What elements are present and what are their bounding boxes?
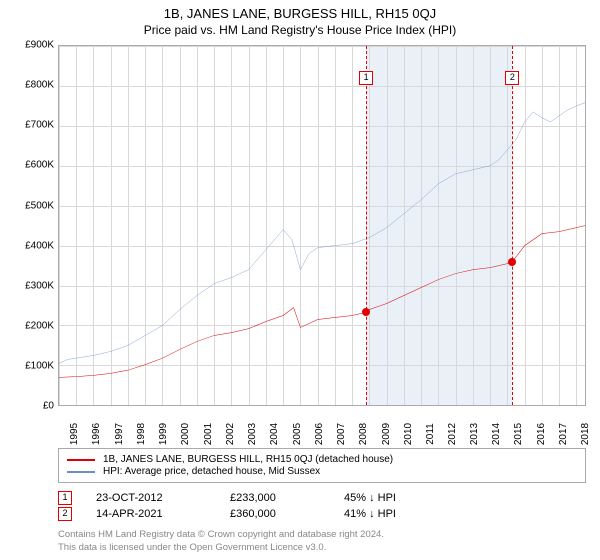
event-date: 23-OCT-2012	[96, 492, 206, 504]
x-tick-label: 2011	[425, 424, 436, 446]
x-tick-label: 2002	[225, 423, 236, 445]
x-tick-label: 2016	[536, 423, 547, 445]
x-tick-label: 2014	[491, 423, 502, 445]
x-tick-label: 2013	[469, 423, 480, 445]
attribution: Contains HM Land Registry data © Crown c…	[58, 529, 586, 554]
page-title: 1B, JANES LANE, BURGESS HILL, RH15 0QJ	[14, 6, 586, 21]
event-marker: 1	[359, 71, 373, 85]
x-tick-label: 1998	[136, 423, 147, 445]
legend-label: HPI: Average price, detached house, Mid …	[103, 466, 320, 477]
series-hpi	[59, 103, 585, 364]
event-marker-icon: 2	[58, 507, 72, 521]
event-line	[366, 46, 367, 405]
y-tick-label: £500K	[25, 200, 54, 211]
x-tick-label: 2017	[558, 423, 569, 445]
x-tick-label: 2010	[403, 423, 414, 445]
x-tick-label: 2006	[314, 423, 325, 445]
y-axis-labels: £0£100K£200K£300K£400K£500K£600K£700K£80…	[14, 45, 58, 406]
event-row: 1 23-OCT-2012 £233,000 45% ↓ HPI	[58, 491, 586, 505]
chart: £0£100K£200K£300K£400K£500K£600K£700K£80…	[14, 45, 586, 406]
x-tick-label: 1997	[114, 423, 125, 445]
event-diff: 41% ↓ HPI	[344, 508, 396, 520]
event-date: 14-APR-2021	[96, 508, 206, 520]
y-tick-label: £200K	[25, 321, 54, 332]
legend-label: 1B, JANES LANE, BURGESS HILL, RH15 0QJ (…	[103, 454, 393, 465]
event-row: 2 14-APR-2021 £360,000 41% ↓ HPI	[58, 507, 586, 521]
x-tick-label: 2008	[358, 423, 369, 445]
x-tick-label: 1996	[91, 423, 102, 445]
y-tick-label: £400K	[25, 240, 54, 251]
legend-row: 1B, JANES LANE, BURGESS HILL, RH15 0QJ (…	[67, 454, 577, 465]
x-tick-label: 2001	[203, 423, 214, 445]
x-tick-label: 2015	[513, 423, 524, 445]
x-axis-labels: 1995 1996 1997 1998 1999 2000 2001 2002 2003 2004…	[58, 406, 586, 444]
y-tick-label: £600K	[25, 160, 54, 171]
legend-swatch	[67, 471, 95, 473]
plot-area: 12	[58, 45, 586, 406]
event-price: £233,000	[230, 492, 320, 504]
x-tick-label: 1995	[69, 423, 80, 445]
legend-row: HPI: Average price, detached house, Mid …	[67, 466, 577, 477]
x-tick-label: 1999	[158, 423, 169, 445]
event-price: £360,000	[230, 508, 320, 520]
y-tick-label: £900K	[25, 40, 54, 51]
x-tick-label: 2005	[292, 423, 303, 445]
x-tick-label: 2000	[180, 423, 191, 445]
event-dot	[508, 258, 516, 266]
attribution-line: This data is licensed under the Open Gov…	[58, 542, 586, 554]
y-tick-label: £300K	[25, 280, 54, 291]
event-marker-icon: 1	[58, 491, 72, 505]
x-tick-label: 2003	[247, 423, 258, 445]
y-tick-label: £0	[43, 401, 54, 412]
x-tick-label: 2009	[381, 423, 392, 445]
events-table: 1 23-OCT-2012 £233,000 45% ↓ HPI 2 14-APR-202…	[58, 489, 586, 523]
legend-swatch	[67, 459, 95, 461]
attribution-line: Contains HM Land Registry data © Crown c…	[58, 529, 586, 541]
event-line	[512, 46, 513, 405]
y-tick-label: £700K	[25, 120, 54, 131]
event-dot	[362, 308, 370, 316]
page-subtitle: Price paid vs. HM Land Registry's House …	[14, 23, 586, 37]
y-tick-label: £800K	[25, 80, 54, 91]
x-tick-label: 2018	[580, 423, 591, 445]
x-tick-label: 2007	[336, 423, 347, 445]
series-property	[59, 226, 585, 378]
event-diff: 45% ↓ HPI	[344, 492, 396, 504]
event-marker: 2	[505, 71, 519, 85]
x-tick-label: 2012	[447, 423, 458, 445]
x-tick-label: 2004	[269, 423, 280, 445]
series-svg	[59, 46, 585, 405]
y-tick-label: £100K	[25, 361, 54, 372]
legend: 1B, JANES LANE, BURGESS HILL, RH15 0QJ (…	[58, 448, 586, 483]
